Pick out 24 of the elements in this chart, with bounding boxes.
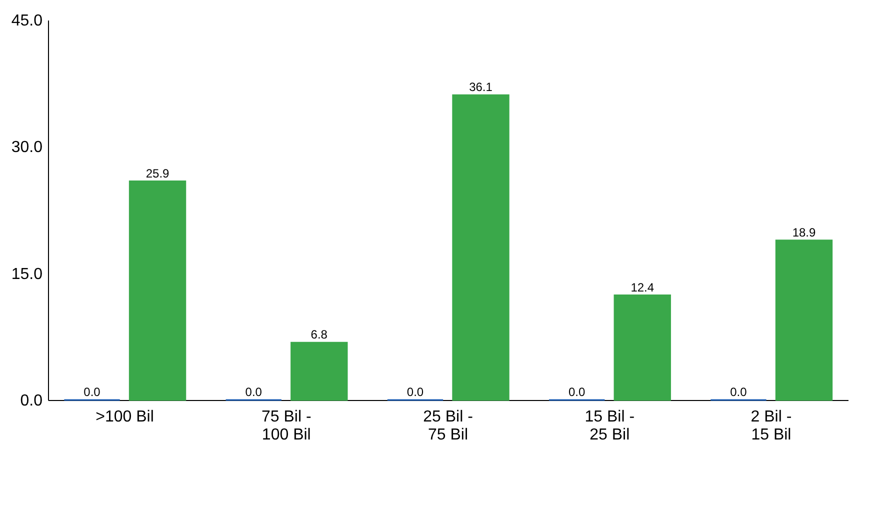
x-tick-label: 2 Bil - 15 Bil: [750, 408, 792, 444]
y-tick-label: 45.0: [11, 12, 43, 30]
y-tick-label: 0.0: [20, 392, 43, 410]
bar: [775, 240, 833, 401]
data-label: 0.0: [730, 385, 748, 399]
data-label: 0.0: [568, 385, 586, 399]
y-tick-label: 15.0: [11, 266, 43, 283]
data-label: 18.9: [792, 225, 816, 240]
x-tick-label: 25 Bil - 75 Bil: [423, 408, 473, 444]
data-label: 0.0: [406, 385, 424, 399]
x-tick-label: 15 Bil - 25 Bil: [584, 408, 635, 444]
bar: [452, 94, 510, 401]
data-label: 6.8: [310, 328, 328, 342]
bar: [128, 180, 186, 401]
bar: [614, 294, 671, 401]
data-label: 12.4: [630, 280, 654, 294]
y-tick-label: 30.0: [11, 139, 43, 156]
bar: [290, 342, 348, 401]
data-label: 25.9: [146, 166, 170, 180]
data-label: 0.0: [245, 385, 262, 399]
x-tick-label: >100 Bil: [96, 408, 154, 426]
data-label: 0.0: [84, 385, 101, 399]
data-label: 36.1: [469, 80, 493, 94]
x-tick-label: 75 Bil - 100 Bil: [261, 408, 312, 444]
